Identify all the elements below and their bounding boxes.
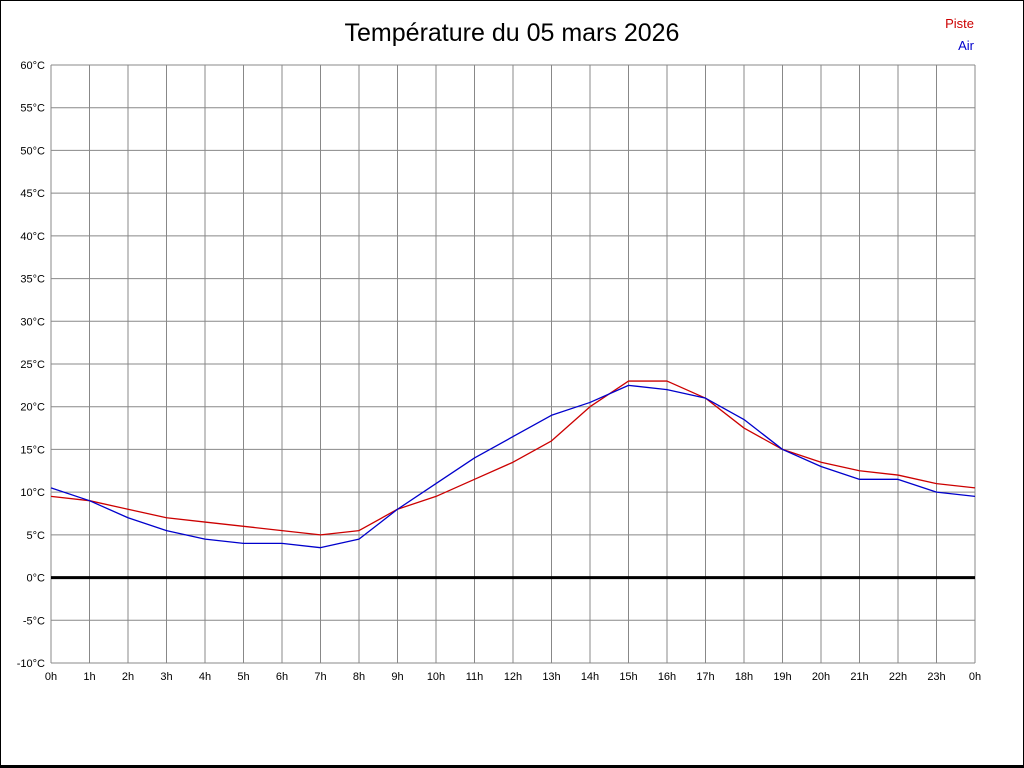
svg-text:17h: 17h <box>696 671 714 683</box>
svg-text:21h: 21h <box>850 671 868 683</box>
svg-text:19h: 19h <box>773 671 791 683</box>
series-line-piste <box>50 380 976 536</box>
svg-text:-5°C: -5°C <box>23 615 45 627</box>
svg-text:0°C: 0°C <box>27 573 46 585</box>
svg-text:40°C: 40°C <box>20 231 45 243</box>
svg-text:18h: 18h <box>735 671 753 683</box>
legend-air-label: Air <box>958 38 974 53</box>
chart-legend: Piste Air <box>945 13 974 57</box>
svg-text:60°C: 60°C <box>20 60 45 72</box>
svg-text:5h: 5h <box>237 671 249 683</box>
svg-text:22h: 22h <box>889 671 907 683</box>
svg-text:1h: 1h <box>83 671 95 683</box>
legend-piste-label: Piste <box>945 16 974 31</box>
svg-text:8h: 8h <box>353 671 365 683</box>
svg-text:12h: 12h <box>504 671 522 683</box>
svg-text:55°C: 55°C <box>20 103 45 115</box>
svg-text:25°C: 25°C <box>20 359 45 371</box>
svg-text:45°C: 45°C <box>20 188 45 200</box>
svg-text:50°C: 50°C <box>20 145 45 157</box>
svg-text:10h: 10h <box>427 671 445 683</box>
svg-text:13h: 13h <box>542 671 560 683</box>
svg-text:4h: 4h <box>199 671 211 683</box>
svg-text:14h: 14h <box>581 671 599 683</box>
svg-text:5°C: 5°C <box>27 530 46 542</box>
svg-text:23h: 23h <box>927 671 945 683</box>
svg-text:15h: 15h <box>619 671 637 683</box>
svg-text:16h: 16h <box>658 671 676 683</box>
svg-text:35°C: 35°C <box>20 274 45 286</box>
svg-text:20h: 20h <box>812 671 830 683</box>
svg-text:15°C: 15°C <box>20 444 45 456</box>
svg-text:-10°C: -10°C <box>17 658 45 670</box>
series-line-air <box>50 384 976 549</box>
svg-text:10°C: 10°C <box>20 487 45 499</box>
svg-text:6h: 6h <box>276 671 288 683</box>
svg-text:11h: 11h <box>466 671 484 683</box>
svg-text:3h: 3h <box>160 671 172 683</box>
svg-text:0h: 0h <box>45 671 57 683</box>
svg-text:0h: 0h <box>969 671 981 683</box>
svg-text:20°C: 20°C <box>20 402 45 414</box>
svg-text:9h: 9h <box>391 671 403 683</box>
svg-text:7h: 7h <box>314 671 326 683</box>
svg-text:30°C: 30°C <box>20 316 45 328</box>
chart-title: Température du 05 mars 2026 <box>344 19 680 47</box>
svg-text:2h: 2h <box>122 671 134 683</box>
